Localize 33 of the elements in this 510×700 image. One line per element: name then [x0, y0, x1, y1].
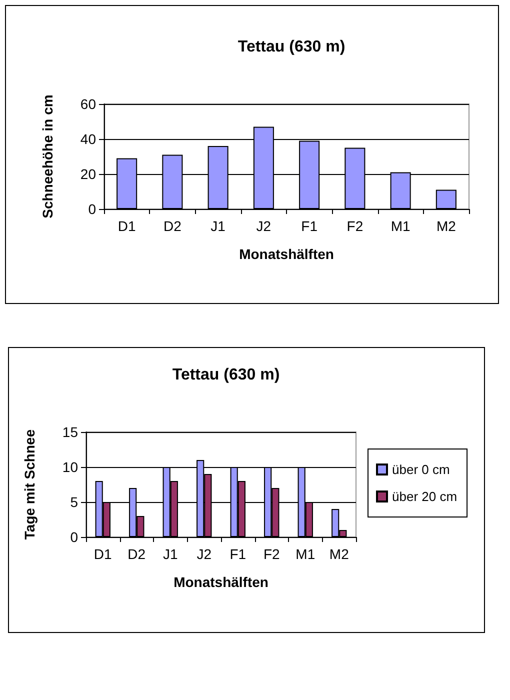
x-tick-label: M1 [296, 546, 316, 562]
x-tick-label: J1 [162, 546, 178, 562]
x-axis-title: Monatshälften [239, 246, 334, 262]
x-tick-label: M2 [436, 218, 456, 234]
x-tick-label: D2 [128, 546, 146, 562]
x-tick-label: J2 [256, 218, 272, 234]
x-tick-label: F2 [346, 218, 364, 234]
bar [436, 190, 456, 209]
chart-title: Tettau (630 m) [172, 366, 280, 384]
y-tick-label: 15 [62, 424, 78, 440]
x-tick-label: J1 [210, 218, 226, 234]
y-tick-label: 40 [80, 131, 96, 147]
x-axis-title: Monatshälften [174, 574, 268, 590]
y-tick-label: 5 [70, 494, 78, 510]
y-axis-title: Tage mit Schnee [22, 429, 38, 540]
x-tick-label: D2 [163, 218, 182, 234]
legend-label: über 20 cm [392, 489, 458, 504]
x-tick-label: F1 [230, 546, 246, 562]
chart-title: Tettau (630 m) [238, 38, 346, 56]
y-tick-label: 10 [62, 459, 78, 475]
y-tick-label: 0 [70, 529, 78, 545]
y-tick-label: 20 [80, 166, 96, 182]
x-tick-label: J2 [196, 546, 212, 562]
x-tick-label: M2 [329, 546, 350, 562]
y-axis-title: Schneehöhe in cm [40, 94, 56, 218]
y-tick-label: 0 [88, 201, 96, 217]
x-tick-label: M1 [390, 218, 410, 234]
x-tick-label: F1 [301, 218, 318, 234]
legend-label: über 0 cm [392, 462, 450, 477]
y-tick-label: 60 [80, 96, 96, 112]
x-tick-label: D1 [118, 218, 136, 234]
x-tick-label: F2 [263, 546, 280, 562]
x-tick-label: D1 [94, 546, 112, 562]
